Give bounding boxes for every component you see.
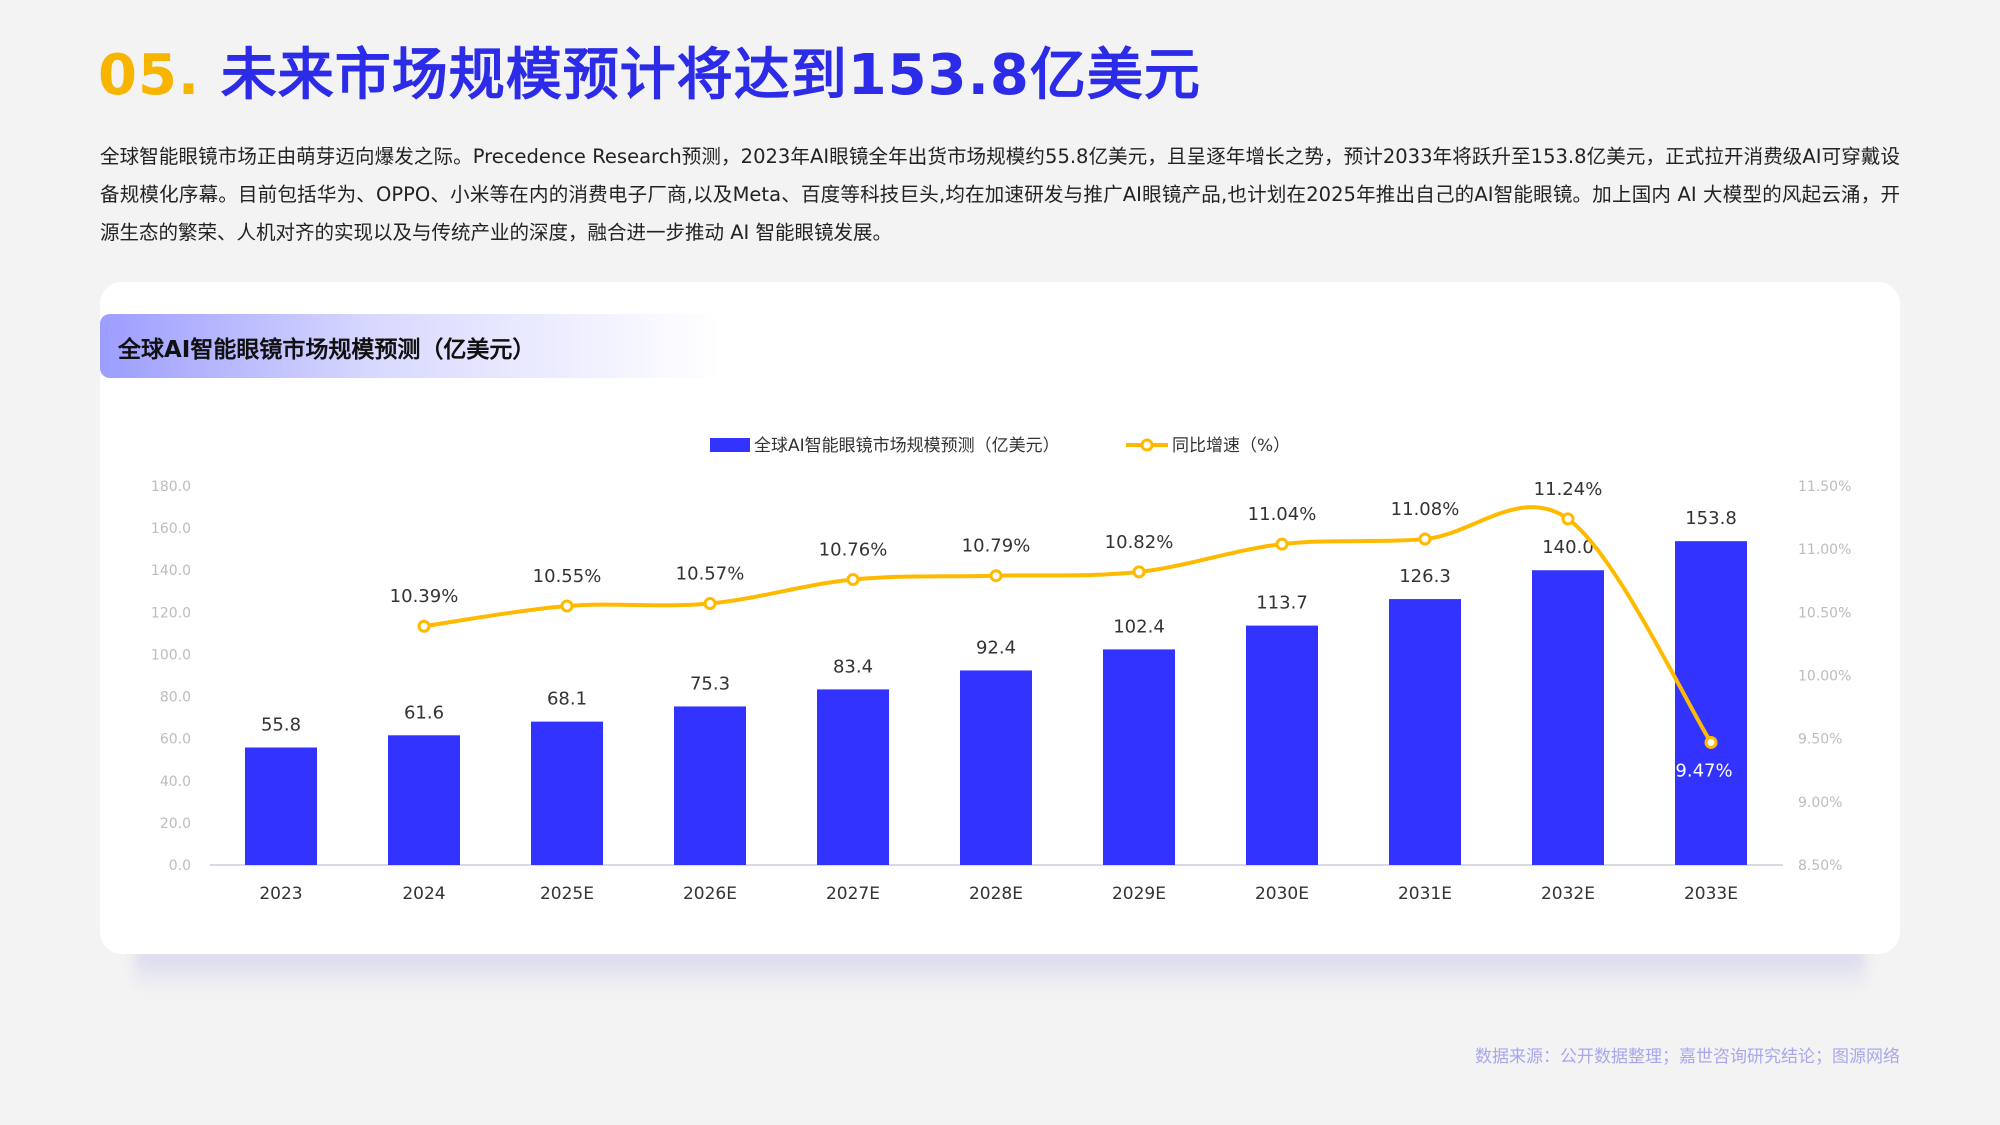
bar-value-label: 113.7 <box>1256 593 1308 614</box>
legend-line-marker <box>1140 438 1154 452</box>
growth-value-label: 10.79% <box>962 536 1031 557</box>
bar-value-label: 75.3 <box>690 673 730 694</box>
y-right-tick-label: 11.00% <box>1798 542 1851 558</box>
y-left-tick-label: 180.0 <box>151 479 191 495</box>
bar-value-label: 55.8 <box>261 715 301 736</box>
y-left-tick-label: 140.0 <box>151 563 191 579</box>
y-right-tick-label: 8.50% <box>1798 858 1842 874</box>
growth-value-label: 10.39% <box>390 586 459 607</box>
bar <box>1675 541 1747 865</box>
y-right-tick-label: 10.50% <box>1798 605 1851 621</box>
y-left-tick-label: 120.0 <box>151 605 191 621</box>
bar <box>1246 625 1318 865</box>
y-right-tick-label: 11.50% <box>1798 479 1851 495</box>
y-right-tick-label: 9.50% <box>1798 732 1842 748</box>
y-left-tick-label: 0.0 <box>169 858 191 874</box>
bar-value-label: 92.4 <box>976 637 1016 658</box>
card-header: 全球AI智能眼镜市场规模预测（亿美元） <box>100 314 720 378</box>
y-left-tick-label: 100.0 <box>151 647 191 663</box>
bar-value-label: 83.4 <box>833 656 873 677</box>
y-left-tick-label: 160.0 <box>151 521 191 537</box>
y-left-tick-label: 20.0 <box>160 816 191 832</box>
growth-point <box>1275 537 1289 551</box>
growth-point <box>846 572 860 586</box>
growth-line <box>423 505 1713 744</box>
growth-value-label: 10.57% <box>676 563 745 584</box>
x-tick-label: 2024 <box>402 884 445 904</box>
x-tick-label: 2023 <box>259 884 302 904</box>
x-tick-label: 2033E <box>1684 884 1738 904</box>
x-tick-label: 2029E <box>1112 884 1166 904</box>
y-right-tick-label: 9.00% <box>1798 795 1842 811</box>
growth-value-label: 11.04% <box>1248 504 1317 525</box>
x-tick-label: 2025E <box>540 884 594 904</box>
bar <box>960 670 1032 865</box>
source-note: 数据来源：公开数据整理；嘉世咨询研究结论；图源网络 <box>1475 1047 1900 1067</box>
legend-line-label: 同比增速（%） <box>1172 436 1290 456</box>
bar-value-label: 61.6 <box>404 702 444 723</box>
page-title: 05. 未来市场规模预计将达到153.8亿美元 <box>98 30 1201 111</box>
bar-value-label: 102.4 <box>1113 616 1165 637</box>
x-tick-label: 2027E <box>826 884 880 904</box>
bar <box>1532 570 1604 865</box>
growth-point <box>1418 532 1432 546</box>
bar <box>245 747 317 865</box>
title-text: 未来市场规模预计将达到153.8亿美元 <box>220 43 1201 108</box>
growth-point <box>1704 735 1718 749</box>
bar-value-label: 126.3 <box>1399 566 1451 587</box>
card-shadow <box>135 950 1865 990</box>
growth-point <box>1561 512 1575 526</box>
section-number: 05. <box>98 43 201 108</box>
y-left-tick-label: 60.0 <box>160 732 191 748</box>
legend-bar-swatch <box>710 438 750 452</box>
growth-value-label: 11.24% <box>1534 479 1603 500</box>
growth-point <box>1132 565 1146 579</box>
growth-point <box>703 596 717 610</box>
growth-value-label: 11.08% <box>1391 499 1460 520</box>
bar <box>1103 649 1175 865</box>
x-tick-label: 2031E <box>1398 884 1452 904</box>
growth-value-label: 9.47% <box>1675 760 1732 781</box>
bar <box>1389 599 1461 865</box>
y-left-tick-label: 80.0 <box>160 690 191 706</box>
x-tick-label: 2032E <box>1541 884 1595 904</box>
bar <box>388 735 460 865</box>
bar-value-label: 153.8 <box>1685 508 1737 529</box>
y-left-tick-label: 40.0 <box>160 774 191 790</box>
x-tick-label: 2028E <box>969 884 1023 904</box>
bar-value-label: 140.0 <box>1542 537 1594 558</box>
growth-value-label: 10.76% <box>819 539 888 560</box>
growth-point <box>989 569 1003 583</box>
bar <box>817 689 889 865</box>
legend-bar-label: 全球AI智能眼镜市场规模预测（亿美元） <box>754 436 1060 456</box>
card-title: 全球AI智能眼镜市场规模预测（亿美元） <box>118 337 536 363</box>
y-right-tick-label: 10.00% <box>1798 669 1851 685</box>
growth-value-label: 10.82% <box>1105 532 1174 553</box>
growth-point <box>417 619 431 633</box>
bar <box>531 721 603 865</box>
growth-value-label: 10.55% <box>533 566 602 587</box>
growth-point <box>560 599 574 613</box>
x-tick-label: 2026E <box>683 884 737 904</box>
x-tick-label: 2030E <box>1255 884 1309 904</box>
bar <box>674 706 746 865</box>
intro-paragraph: 全球智能眼镜市场正由萌芽迈向爆发之际。Precedence Research预测… <box>100 145 1900 244</box>
bar-value-label: 68.1 <box>547 689 587 710</box>
